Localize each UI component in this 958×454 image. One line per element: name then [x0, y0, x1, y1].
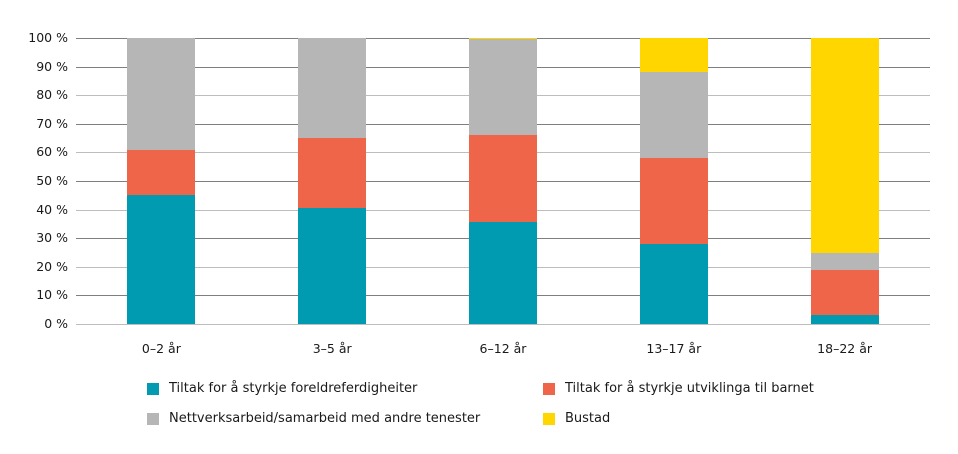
x-tick-label: 3–5 år: [312, 341, 352, 356]
x-tick-label: 13–17 år: [646, 341, 702, 356]
legend-swatch-gray: [147, 412, 159, 425]
bar-segment: [639, 72, 708, 159]
bar-segment: [127, 149, 196, 196]
bar-segment: [298, 38, 367, 139]
bar-stack: [639, 38, 708, 324]
bar-segment: [469, 135, 537, 223]
x-tick-label: 6–12 år: [479, 341, 527, 356]
y-tick-label: 70 %: [36, 115, 68, 131]
bar-segment: [469, 38, 537, 40]
bar-segment: [469, 222, 537, 324]
y-tick-label: 90 %: [36, 58, 68, 74]
y-tick-label: 100 %: [28, 30, 68, 45]
bar-segment: [469, 39, 537, 136]
bar-segment: [810, 38, 879, 253]
y-tick-label: 0 %: [44, 316, 68, 331]
y-tick-label: 30 %: [36, 230, 68, 246]
y-tick-label: 20 %: [36, 258, 68, 274]
bar-segment: [639, 243, 708, 324]
bar-segment: [810, 252, 879, 270]
legend-swatch-orange: [543, 382, 555, 395]
legend-swatch-teal: [147, 382, 159, 395]
bar-segment: [639, 38, 708, 73]
y-tick-label: 60 %: [36, 144, 68, 160]
bar-segment: [298, 138, 367, 209]
legend-item-utviklinga: Tiltak for å styrkje utviklinga til barn…: [543, 381, 814, 396]
bar-stack: [127, 38, 196, 324]
legend-label: Nettverksarbeid/samarbeid med andre tene…: [169, 411, 481, 426]
legend-label: Bustad: [565, 411, 611, 426]
bar-stack: [810, 38, 879, 324]
bar-segment: [639, 158, 708, 244]
y-tick-label: 10 %: [36, 287, 68, 303]
legend-label: Tiltak for å styrkje foreldreferdigheite…: [169, 381, 418, 396]
bar-segment: [810, 315, 879, 324]
y-tick-label: 50 %: [36, 173, 68, 188]
bar-stack: [469, 38, 537, 324]
legend-label: Tiltak for å styrkje utviklinga til barn…: [565, 381, 814, 396]
legend-item-foreldreferdigheiter: Tiltak for å styrkje foreldreferdigheite…: [147, 381, 417, 396]
x-tick-label: 0–2 år: [141, 341, 181, 356]
bar-segment: [127, 38, 196, 150]
legend-item-bustad: Bustad: [543, 411, 610, 426]
gridline: [76, 324, 930, 325]
y-tick-label: 40 %: [36, 201, 68, 217]
bar-segment: [810, 269, 879, 316]
legend-item-nettverksarbeid: Nettverksarbeid/samarbeid med andre tene…: [147, 411, 480, 426]
bar-segment: [127, 195, 196, 324]
legend-swatch-yellow: [543, 412, 555, 425]
bar-stack: [298, 38, 367, 324]
bar-segment: [298, 208, 367, 324]
y-tick-label: 80 %: [36, 87, 68, 103]
x-tick-label: 18–22 år: [817, 341, 873, 356]
